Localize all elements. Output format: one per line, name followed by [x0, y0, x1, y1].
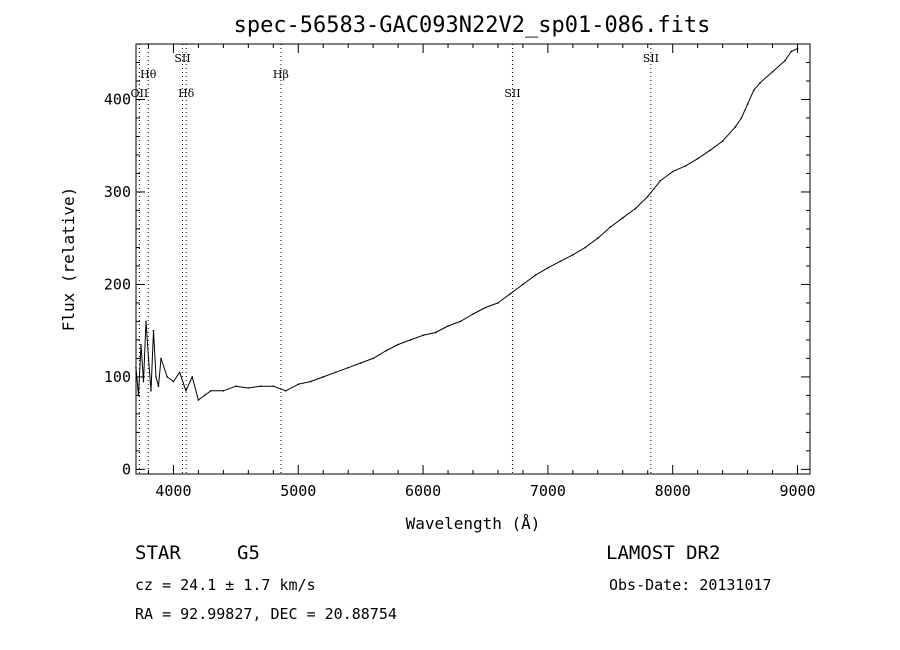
y-tick-label: 100: [104, 368, 131, 386]
emission-line-label: SII: [643, 52, 659, 65]
x-tick-label: 9000: [779, 482, 815, 500]
data-point: [609, 226, 612, 228]
chart-title: spec-56583-GAC093N22V2_sp01-086.fits: [234, 13, 711, 38]
x-tick-label: 8000: [655, 482, 691, 500]
data-point: [459, 320, 462, 323]
data-point: [309, 380, 312, 383]
data-point: [784, 59, 786, 62]
data-point: [397, 343, 399, 346]
y-tick-label: 0: [122, 460, 131, 478]
emission-line-label: Hδ: [178, 87, 195, 100]
data-point: [790, 50, 793, 53]
data-point: [759, 82, 761, 84]
data-point: [771, 70, 774, 73]
data-point: [509, 292, 512, 295]
data-point: [684, 165, 686, 167]
data-point: [142, 380, 145, 383]
y-tick-label: 300: [104, 183, 131, 201]
object-subclass: G5: [237, 542, 260, 564]
x-tick-label: 5000: [280, 482, 316, 500]
data-point: [384, 350, 387, 352]
emission-line-label: SII: [504, 87, 520, 100]
data-point: [284, 389, 287, 392]
data-point: [447, 325, 449, 327]
data-point: [203, 394, 206, 397]
emission-lines: OII Hθ SII Hδ Hβ SII SII: [131, 44, 659, 474]
spectrum-line: [135, 48, 798, 401]
data-point: [559, 260, 562, 263]
data-point: [347, 366, 349, 369]
data-point: [584, 246, 587, 249]
data-point: [150, 389, 152, 392]
emission-line-label: Hθ: [140, 68, 157, 81]
obs-date: Obs-Date: 20131017: [609, 576, 772, 594]
data-point: [185, 389, 187, 392]
data-point: [572, 254, 574, 256]
plot-frame: [135, 43, 811, 475]
data-point: [157, 385, 160, 387]
emission-line-label: OII: [131, 87, 149, 100]
data-point: [634, 207, 637, 210]
data-point: [696, 157, 699, 160]
data-point: [166, 376, 169, 378]
data-point: [734, 126, 736, 129]
data-point: [235, 385, 237, 387]
data-point: [597, 237, 599, 239]
spectrum-series: [135, 47, 799, 401]
data-point: [147, 357, 150, 360]
object-class: STAR: [135, 542, 181, 564]
y-axis-label: Flux (relative): [59, 187, 78, 332]
data-point: [372, 357, 374, 360]
data-point: [547, 266, 549, 269]
redshift-value: cz = 24.1 ± 1.7 km/s: [135, 576, 316, 594]
data-point: [155, 376, 157, 378]
emission-line-label: Hβ: [273, 68, 289, 81]
data-point: [152, 329, 155, 332]
data-point: [322, 376, 325, 378]
data-point: [334, 371, 337, 374]
data-point: [272, 385, 275, 387]
data-point: [709, 149, 711, 152]
data-point: [497, 302, 499, 304]
data-point: [297, 383, 300, 386]
data-point: [422, 334, 424, 337]
data-point: [472, 313, 474, 315]
data-point: [534, 274, 537, 276]
data-point: [659, 180, 662, 182]
x-tick-label: 7000: [530, 482, 566, 500]
survey-name: LAMOST DR2: [606, 542, 721, 564]
data-point: [721, 140, 724, 142]
data-point: [484, 306, 487, 309]
axis-ticks: 4000 5000 6000 7000 8000 9000 0 100 200 300 400: [104, 44, 816, 500]
x-tick-label: 6000: [405, 482, 441, 500]
data-point: [197, 399, 200, 401]
data-point: [740, 117, 743, 119]
emission-line-label: SII: [174, 52, 190, 65]
data-point: [191, 376, 193, 378]
data-point: [359, 362, 362, 364]
coordinates: RA = 92.99827, DEC = 20.88754: [135, 605, 397, 623]
data-point: [746, 103, 749, 105]
data-point: [671, 170, 674, 173]
data-point: [178, 371, 181, 374]
data-point: [145, 320, 147, 323]
data-point: [140, 343, 142, 346]
y-tick-label: 200: [104, 275, 131, 293]
data-point: [172, 380, 175, 383]
data-point: [522, 283, 524, 286]
x-tick-label: 4000: [155, 482, 191, 500]
x-axis-label: Wavelength (Å): [406, 514, 541, 533]
data-point: [210, 389, 212, 392]
data-point: [222, 389, 225, 392]
y-tick-label: 400: [104, 90, 131, 108]
data-point: [434, 331, 437, 334]
data-point: [646, 195, 649, 198]
data-point: [160, 357, 162, 360]
data-point: [753, 89, 755, 92]
data-point: [621, 217, 624, 219]
data-point: [409, 339, 412, 341]
data-point: [247, 387, 250, 389]
data-point: [260, 385, 262, 387]
